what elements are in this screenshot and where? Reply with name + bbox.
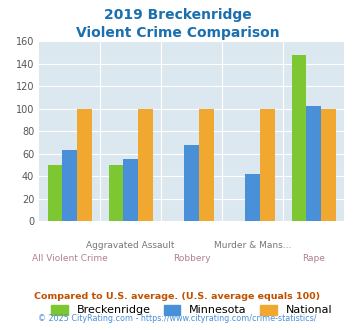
Text: All Violent Crime: All Violent Crime	[32, 254, 108, 263]
Bar	[48, 165, 62, 221]
Bar	[260, 109, 275, 221]
Bar	[109, 165, 123, 221]
Bar	[199, 109, 214, 221]
Bar	[306, 107, 321, 221]
Bar	[292, 55, 306, 221]
Text: Aggravated Assault: Aggravated Assault	[86, 241, 175, 249]
Text: 2019 Breckenridge: 2019 Breckenridge	[104, 8, 251, 22]
Bar	[77, 109, 92, 221]
Bar	[138, 109, 153, 221]
Text: Rape: Rape	[302, 254, 325, 263]
Legend: Breckenridge, Minnesota, National: Breckenridge, Minnesota, National	[47, 300, 337, 320]
Text: Robbery: Robbery	[173, 254, 211, 263]
Bar	[245, 174, 260, 221]
Text: Compared to U.S. average. (U.S. average equals 100): Compared to U.S. average. (U.S. average …	[34, 292, 321, 301]
Bar	[321, 109, 336, 221]
Text: Murder & Mans...: Murder & Mans...	[214, 241, 291, 249]
Bar	[184, 145, 199, 221]
Bar	[123, 159, 138, 221]
Text: © 2025 CityRating.com - https://www.cityrating.com/crime-statistics/: © 2025 CityRating.com - https://www.city…	[38, 314, 317, 323]
Bar	[62, 150, 77, 221]
Text: Violent Crime Comparison: Violent Crime Comparison	[76, 26, 279, 40]
